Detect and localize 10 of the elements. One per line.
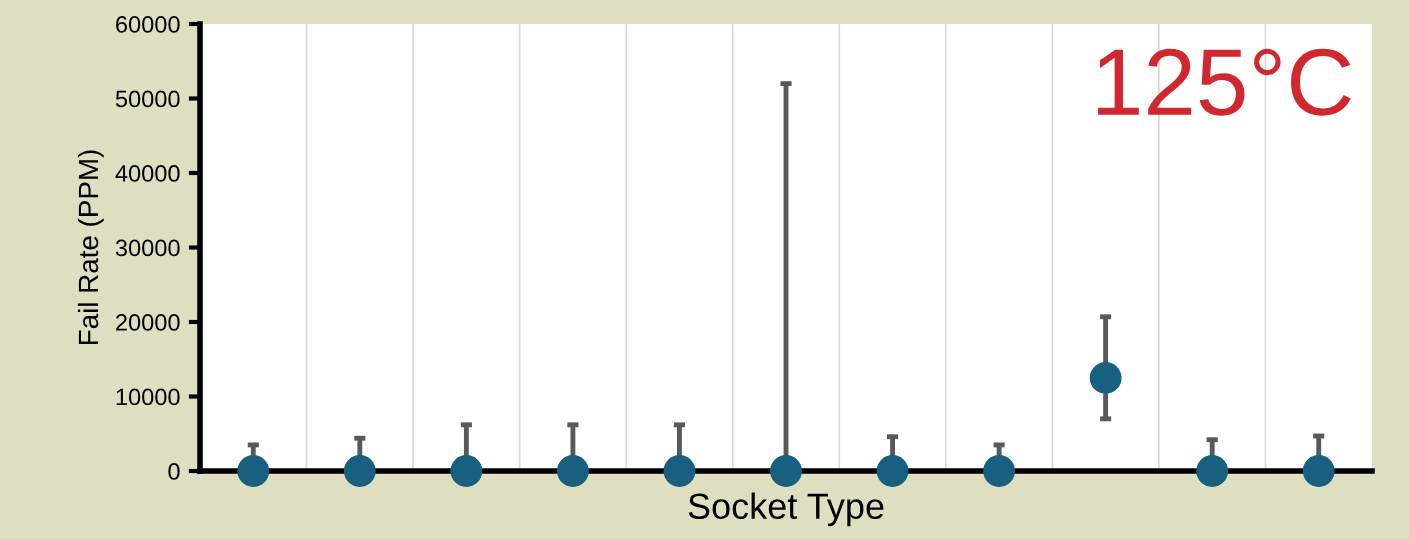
y-tick-label: 50000 — [115, 90, 180, 108]
y-tick-label: 40000 — [115, 165, 180, 182]
y-tick-label: 30000 — [115, 239, 180, 257]
y-tick-label: 0 — [168, 463, 180, 480]
y-tick-label: 20000 — [116, 314, 180, 331]
y-tick-label: 60000 — [116, 16, 180, 33]
y-axis-title: Fail Rate (PPM) — [77, 150, 104, 344]
annotation: 125°C — [1098, 48, 1351, 116]
y-tick-label: 10000 — [116, 388, 180, 406]
x-axis-title: Socket Type — [688, 492, 884, 527]
